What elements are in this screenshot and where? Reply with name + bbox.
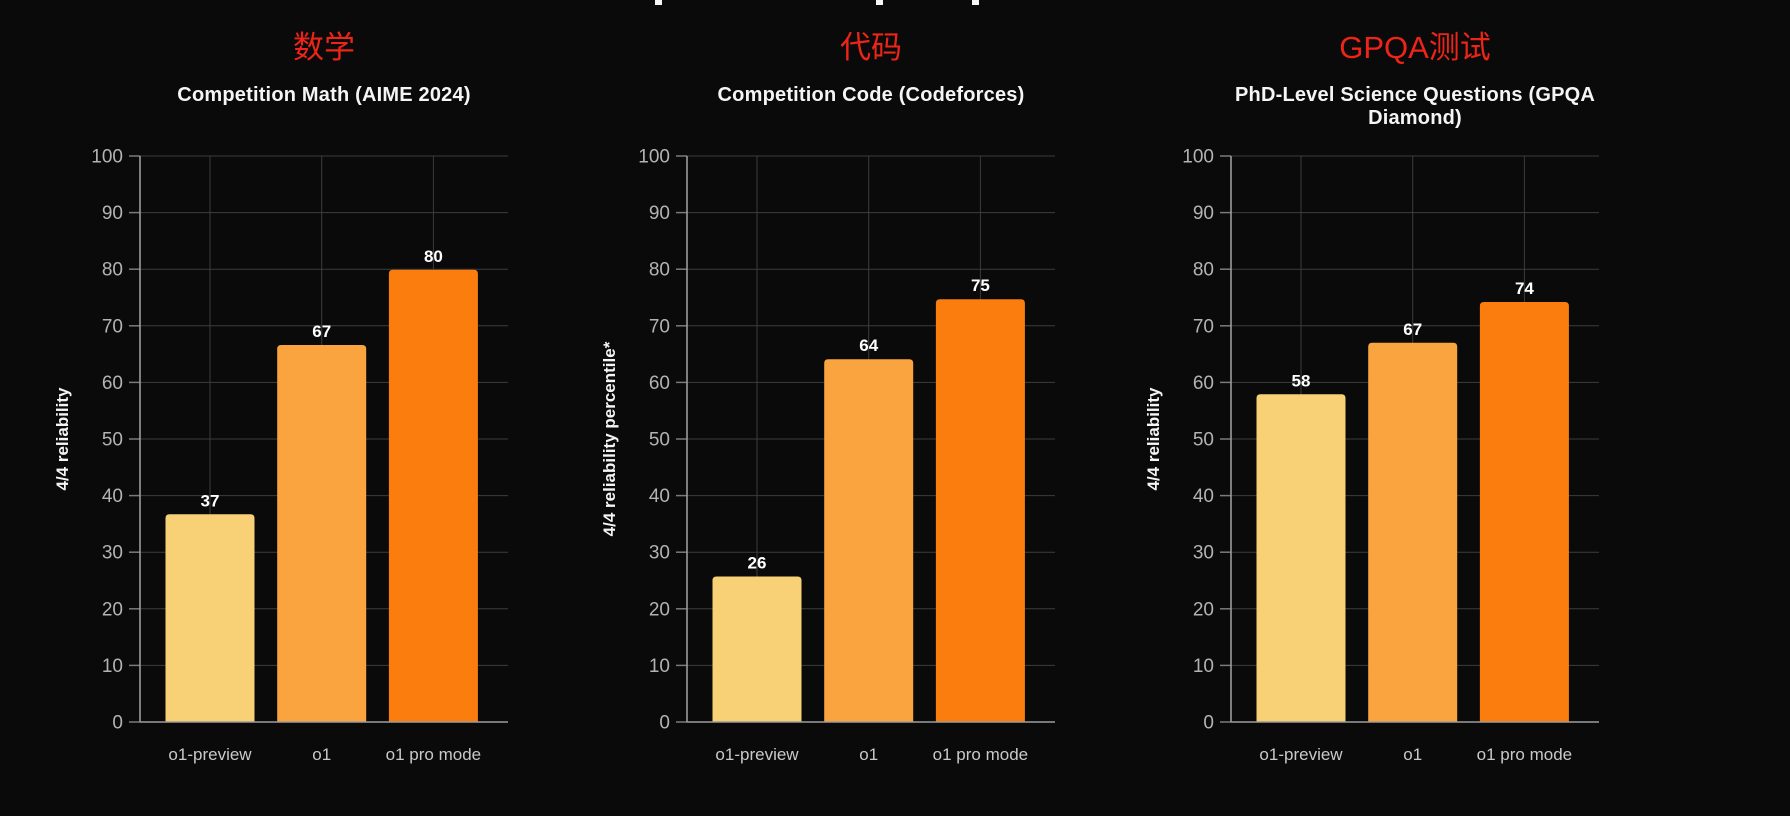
y-tick-label: 20 [649, 599, 670, 620]
y-tick-label: 60 [102, 373, 123, 394]
y-axis-title: 4/4 reliability [53, 387, 72, 491]
chart-subtitle-cn: GPQA测试 [1339, 30, 1491, 65]
bar-value-label: 67 [1403, 320, 1422, 339]
y-tick-label: 90 [1193, 203, 1214, 224]
y-tick-label: 30 [1193, 543, 1214, 564]
x-category-label: o1 pro mode [933, 745, 1028, 764]
y-tick-label: 80 [649, 260, 670, 281]
y-tick-label: 0 [1203, 713, 1214, 734]
x-category-label: o1 [312, 745, 331, 764]
chart-competition-math: 数学 Competition Math (AIME 2024) 0 10 20 30 4… [35, 0, 515, 816]
chart-subtitle-cn: 数学 [293, 30, 355, 65]
cropped-heading-fragment [876, 0, 883, 5]
bar-value-label: 37 [201, 491, 220, 510]
y-tick-label: 10 [102, 656, 123, 677]
bar-o1-preview [712, 576, 802, 722]
y-tick-label: 100 [91, 147, 123, 168]
bar-o1 [1368, 342, 1458, 722]
y-tick-label: 40 [102, 486, 123, 507]
y-tick-label: 60 [1193, 373, 1214, 394]
x-category-label: o1 [859, 745, 878, 764]
bar-value-label: 67 [312, 322, 331, 341]
y-tick-label: 0 [659, 713, 670, 734]
y-tick-label: 10 [1193, 656, 1214, 677]
chart-competition-code: 代码 Competition Code (Codeforces) 0 10 20 30… [582, 0, 1062, 816]
chart-title: Competition Math (AIME 2024) [177, 84, 471, 106]
cropped-heading-fragment [655, 0, 662, 5]
y-tick-label: 80 [102, 260, 123, 281]
y-tick-label: 0 [112, 713, 123, 734]
y-tick-label: 90 [102, 203, 123, 224]
bar-value-label: 74 [1515, 279, 1534, 298]
y-tick-label: 100 [1182, 147, 1214, 168]
bar-o1-pro-mode [935, 299, 1025, 722]
bar-o1-pro-mode [388, 269, 478, 722]
y-tick-label: 30 [649, 543, 670, 564]
bar-value-label: 26 [748, 554, 767, 573]
y-tick-label: 40 [649, 486, 670, 507]
cropped-heading-fragment [972, 0, 979, 5]
chart-gpqa-diamond: GPQA测试 PhD-Level Science Questions (GPQA… [1126, 0, 1606, 816]
bar-value-label: 58 [1292, 371, 1311, 390]
bar-plot: 0 10 20 30 40 50 60 70 80 90 100 26 64 75 o1-preview o1… [600, 147, 1055, 764]
y-tick-label: 10 [649, 656, 670, 677]
bar-o1-pro-mode [1479, 302, 1569, 722]
y-tick-label: 80 [1193, 260, 1214, 281]
bar-plot: 0 10 20 30 40 50 60 70 80 90 100 58 67 74 o1-preview o1… [1144, 147, 1599, 764]
y-axis-title: 4/4 reliability percentile* [600, 341, 619, 536]
y-tick-label: 20 [1193, 599, 1214, 620]
bar-o1 [824, 359, 914, 722]
x-category-label: o1 [1403, 745, 1422, 764]
chart-title: PhD-Level Science Questions (GPQA Diamon… [1234, 84, 1596, 129]
chart-subtitle-cn: 代码 [840, 30, 902, 65]
bar-value-label: 64 [859, 336, 878, 355]
y-tick-label: 70 [102, 316, 123, 337]
y-tick-label: 20 [102, 599, 123, 620]
y-tick-label: 30 [102, 543, 123, 564]
bar-o1-preview [1256, 394, 1346, 722]
bar-o1-preview [165, 514, 255, 722]
y-tick-label: 50 [649, 430, 670, 451]
bar-value-label: 80 [424, 247, 443, 266]
y-tick-label: 70 [649, 316, 670, 337]
bar-plot: 0 10 20 30 40 50 60 70 80 90 100 37 67 80 o1-preview o1… [53, 147, 508, 764]
y-tick-label: 50 [102, 430, 123, 451]
y-tick-label: 50 [1193, 430, 1214, 451]
y-axis-title: 4/4 reliability [1144, 387, 1163, 491]
y-tick-label: 60 [649, 373, 670, 394]
y-tick-label: 100 [638, 147, 670, 168]
y-tick-label: 90 [649, 203, 670, 224]
bar-value-label: 75 [971, 276, 990, 295]
bar-o1 [277, 345, 367, 722]
x-category-label: o1-preview [1259, 745, 1343, 764]
chart-title: Competition Code (Codeforces) [717, 84, 1025, 106]
x-category-label: o1-preview [168, 745, 252, 764]
y-tick-label: 40 [1193, 486, 1214, 507]
y-tick-label: 70 [1193, 316, 1214, 337]
x-category-label: o1 pro mode [1477, 745, 1572, 764]
x-category-label: o1 pro mode [386, 745, 481, 764]
x-category-label: o1-preview [715, 745, 799, 764]
